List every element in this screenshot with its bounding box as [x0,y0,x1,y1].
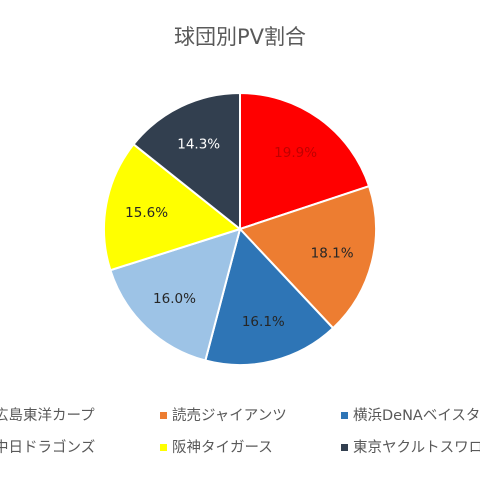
pie-slice-6 [132,91,241,232]
legend-item-2: 読売ジャイアンツ [160,407,287,424]
data-label-5: 15.6% [125,205,168,221]
slice-labels-group: 19.9% 18.1% 16.1% 16.0% 15.6% 14.3% [125,136,354,330]
legend-label: 阪神タイガース [172,439,273,456]
data-label-6: 14.3% [177,136,220,152]
data-label-3: 16.1% [242,314,285,330]
legend-swatch [341,412,348,419]
slices-group [103,91,377,366]
data-label-2: 18.1% [311,245,354,261]
chart-title: 球団別PV割合 [174,25,306,49]
pie-slice-5 [103,142,243,272]
pie-slice-3 [204,226,335,366]
data-label-4: 16.0% [153,291,196,307]
pie-slice-2 [238,184,377,330]
legend-label: 横浜DeNAベイスターズ [353,407,480,424]
legend: 広島東洋カープ 読売ジャイアンツ 横浜DeNAベイスターズ中日ドラゴンズ 阪神タイガー… [0,407,480,456]
legend-swatch [160,412,167,419]
legend-swatch [341,444,348,451]
legend-label: 広島東洋カープ [0,407,95,424]
legend-item-6: 東京ヤクルトスワローズ [341,439,480,456]
legend-label: 中日ドラゴンズ [0,438,95,456]
legend-item-4: 中日ドラゴンズ [0,438,95,456]
legend-item-3: 横浜DeNAベイスターズ [341,407,480,424]
pie-slice-1 [239,91,371,231]
data-label-1: 19.9% [274,145,317,161]
legend-item-1: 広島東洋カープ [0,407,95,424]
legend-swatch [160,444,167,451]
pie-slice-4 [109,227,242,362]
legend-item-5: 阪神タイガース [160,439,273,456]
legend-label: 東京ヤクルトスワローズ [353,439,480,456]
legend-label: 読売ジャイアンツ [172,407,287,424]
